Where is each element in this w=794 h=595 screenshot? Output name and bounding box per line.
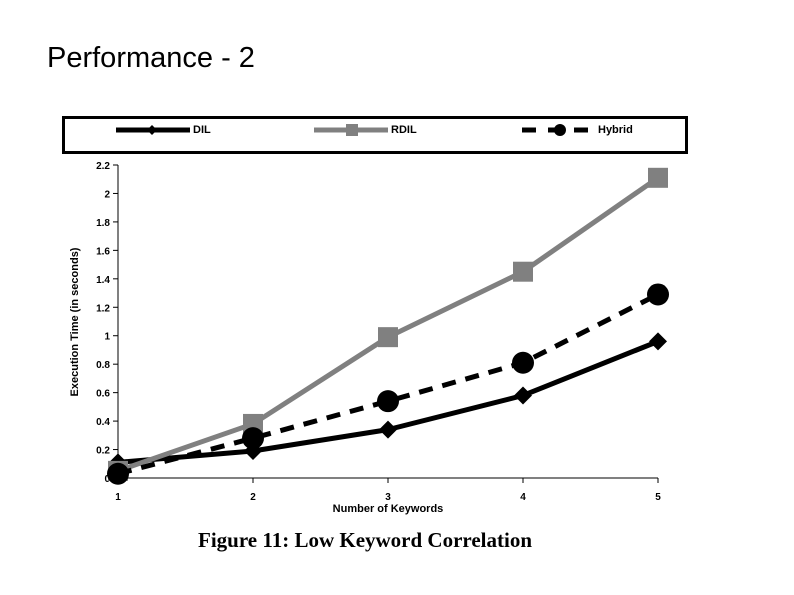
x-tick-label: 4 bbox=[520, 492, 526, 503]
x-tick-label: 3 bbox=[385, 492, 391, 503]
chart-series bbox=[107, 167, 669, 485]
legend-label-dil: DIL bbox=[193, 124, 211, 136]
legend-label-rdil: RDIL bbox=[391, 124, 417, 136]
y-tick-label: 0.8 bbox=[96, 360, 110, 371]
figure-caption: Figure 11: Low Keyword Correlation bbox=[198, 528, 533, 552]
y-tick-label: 1.2 bbox=[96, 303, 110, 314]
y-tick-label: 0.6 bbox=[96, 389, 110, 400]
data-point-dil bbox=[379, 420, 397, 439]
y-tick-label: 2 bbox=[104, 189, 110, 200]
x-tick-label: 2 bbox=[250, 492, 256, 503]
y-tick-label: 1.8 bbox=[96, 218, 110, 229]
legend-marker-rdil bbox=[346, 124, 358, 136]
x-tick-label: 1 bbox=[115, 492, 121, 503]
data-point-hybrid bbox=[512, 351, 534, 374]
legend-marker-hybrid bbox=[554, 124, 566, 136]
data-point-rdil bbox=[378, 327, 398, 348]
y-tick-label: 2.2 bbox=[96, 161, 110, 172]
legend-swatches bbox=[116, 124, 596, 136]
x-axis-title: Number of Keywords bbox=[333, 503, 444, 515]
data-point-hybrid bbox=[107, 462, 129, 485]
y-tick-label: 0.4 bbox=[96, 417, 110, 428]
y-axis-title: Execution Time (in seconds) bbox=[69, 247, 81, 396]
data-point-hybrid bbox=[242, 427, 264, 450]
data-point-rdil bbox=[513, 261, 533, 282]
y-tick-label: 0.2 bbox=[96, 446, 110, 457]
axis-ticks: 0 0.2 0.4 0.6 0.8 1 1.2 1.4 1.6 1.8 2 2.2 1 2 3 4 5 bbox=[96, 161, 661, 503]
y-tick-label: 1.4 bbox=[96, 275, 110, 286]
slide-title: Performance - 2 bbox=[47, 42, 255, 74]
y-tick-label: 1 bbox=[104, 332, 110, 343]
data-point-hybrid bbox=[377, 390, 399, 413]
y-tick-label: 0 bbox=[104, 474, 110, 485]
series-line-hybrid bbox=[117, 292, 660, 477]
y-tick-label: 1.6 bbox=[96, 246, 110, 257]
data-point-dil bbox=[514, 386, 532, 405]
data-point-dil bbox=[649, 332, 667, 351]
chart-legend: DIL RDIL Hybrid bbox=[62, 116, 688, 154]
x-tick-label: 5 bbox=[655, 492, 661, 503]
data-point-rdil bbox=[648, 167, 668, 188]
legend-marker-dil bbox=[147, 125, 157, 135]
data-point-hybrid bbox=[647, 283, 669, 306]
legend-label-hybrid: Hybrid bbox=[598, 124, 633, 136]
